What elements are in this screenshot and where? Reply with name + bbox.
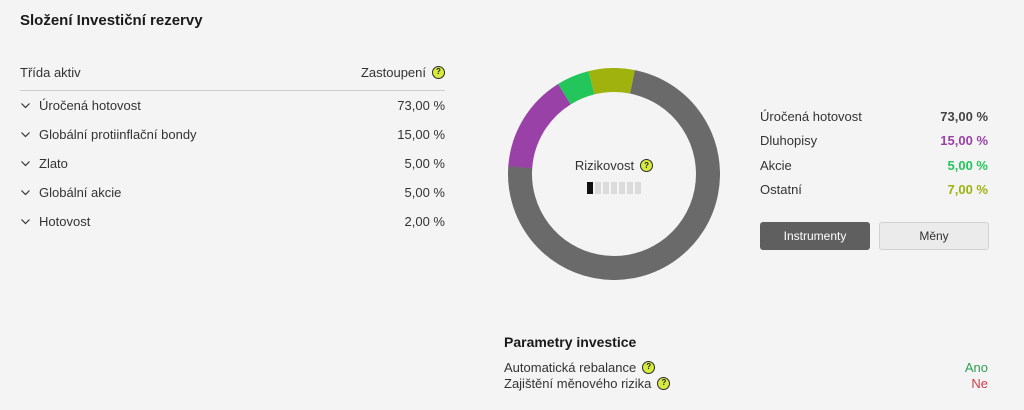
risk-bar xyxy=(587,182,593,194)
asset-value: 73,00 % xyxy=(397,98,445,113)
currencies-button[interactable]: Měny xyxy=(879,222,989,250)
asset-row[interactable]: Hotovost 2,00 % xyxy=(20,207,445,236)
column-share: Zastoupení ? xyxy=(361,65,445,80)
asset-row[interactable]: Globální akcie 5,00 % xyxy=(20,178,445,207)
instruments-button[interactable]: Instrumenty xyxy=(760,222,870,250)
param-label: Zajištění měnového rizika xyxy=(504,375,652,391)
chevron-down-icon xyxy=(21,132,30,138)
risk-indicator xyxy=(508,182,720,194)
param-value: Ano xyxy=(964,359,988,375)
asset-label: Zlato xyxy=(39,156,68,171)
param-value: Ne xyxy=(971,375,988,391)
donut-segment-other xyxy=(508,67,720,280)
risk-bar xyxy=(635,182,641,194)
view-toggle: Instrumenty Měny xyxy=(760,222,989,250)
params-title: Parametry investice xyxy=(504,334,637,350)
table-header: Třída aktiv Zastoupení ? xyxy=(20,62,445,91)
legend-row: Ostatní 7,00 % xyxy=(760,178,988,203)
param-row: Automatická rebalance ? Ano xyxy=(504,359,988,375)
asset-value: 5,00 % xyxy=(404,156,445,171)
asset-row[interactable]: Úročená hotovost 73,00 % xyxy=(20,91,445,120)
legend-label: Ostatní xyxy=(760,182,802,198)
risk-bar xyxy=(595,182,601,194)
donut-segment-bonds xyxy=(508,68,720,280)
donut-segment-cash xyxy=(508,67,720,280)
help-icon[interactable]: ? xyxy=(657,376,671,390)
asset-label: Hotovost xyxy=(39,214,91,229)
asset-label: Globální akcie xyxy=(39,185,122,200)
risk-label: Rizikovost ? xyxy=(508,158,720,173)
asset-row[interactable]: Globální protiinflační bondy 15,00 % xyxy=(20,120,445,149)
risk-bar xyxy=(611,182,617,194)
chevron-down-icon xyxy=(21,103,30,109)
help-icon[interactable]: ? xyxy=(640,159,654,172)
legend-row: Akcie 5,00 % xyxy=(760,153,988,178)
param-label: Automatická rebalance xyxy=(504,359,637,375)
asset-value: 2,00 % xyxy=(404,214,445,229)
asset-value: 5,00 % xyxy=(404,185,445,200)
column-asset-class: Třída aktiv xyxy=(20,64,81,80)
legend-value: 73,00 % xyxy=(940,108,988,124)
asset-label: Globální protiinflační bondy xyxy=(39,127,197,142)
allocation-legend: Úročená hotovost 73,00 % Dluhopisy 15,00… xyxy=(760,104,988,202)
chevron-down-icon xyxy=(21,161,30,167)
risk-bar xyxy=(603,182,609,194)
allocation-donut: Rizikovost ? xyxy=(507,67,720,280)
asset-label: Úročená hotovost xyxy=(39,98,141,113)
legend-row: Úročená hotovost 73,00 % xyxy=(760,104,988,129)
param-row: Zajištění měnového rizika ? Ne xyxy=(504,375,988,391)
legend-label: Úročená hotovost xyxy=(760,108,862,124)
chevron-down-icon xyxy=(21,190,30,196)
legend-value: 7,00 % xyxy=(947,182,988,198)
donut-ring xyxy=(507,67,720,280)
risk-bar xyxy=(627,182,633,194)
legend-value: 5,00 % xyxy=(947,157,988,173)
chevron-down-icon xyxy=(21,219,30,225)
page-title: Složení Investiční rezervy xyxy=(20,12,203,29)
risk-label-text: Rizikovost xyxy=(574,158,635,173)
asset-row[interactable]: Zlato 5,00 % xyxy=(20,149,445,178)
legend-value: 15,00 % xyxy=(940,133,988,149)
risk-bar xyxy=(619,182,625,194)
asset-value: 15,00 % xyxy=(397,127,445,142)
help-icon[interactable]: ? xyxy=(432,65,445,79)
investment-parameters: Parametry investice Automatická rebalanc… xyxy=(504,334,988,391)
column-share-label: Zastoupení xyxy=(360,64,426,80)
legend-row: Dluhopisy 15,00 % xyxy=(760,129,988,154)
legend-label: Akcie xyxy=(760,157,792,173)
asset-table: Třída aktiv Zastoupení ? Úročená hotovos… xyxy=(20,62,445,236)
help-icon[interactable]: ? xyxy=(642,360,656,374)
legend-label: Dluhopisy xyxy=(760,133,818,149)
